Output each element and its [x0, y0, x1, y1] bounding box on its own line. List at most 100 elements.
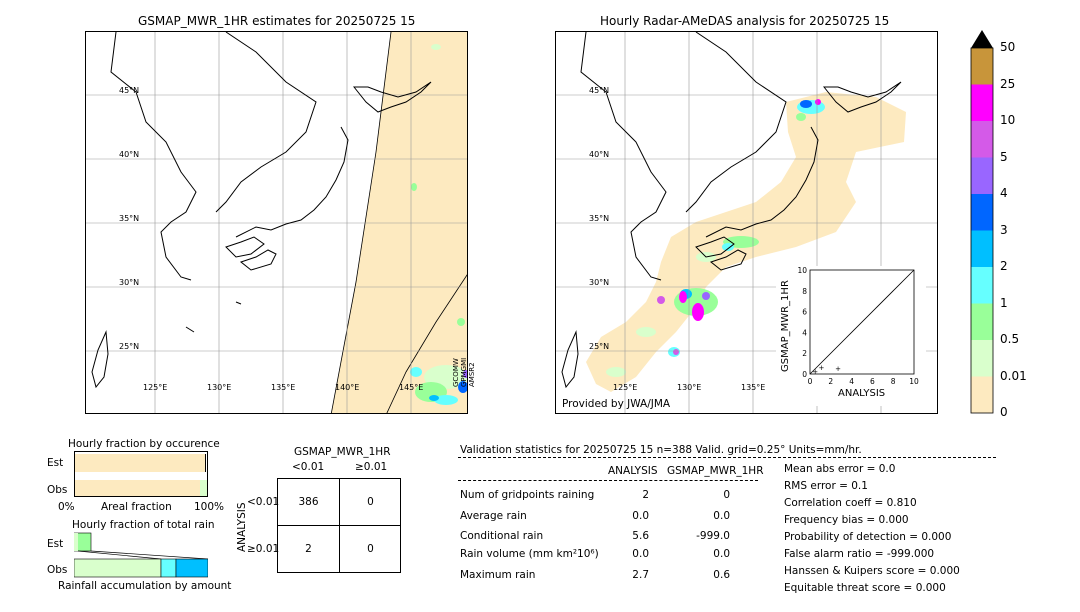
colorbar-label: 5	[1000, 149, 1008, 164]
total-chart	[73, 532, 209, 578]
cell-1-0: 2	[305, 543, 312, 555]
validation-row-analysis: 5.6	[632, 530, 649, 542]
colorbar-segment	[971, 376, 993, 413]
validation-dashed-line	[458, 457, 996, 458]
scatter-point: +	[812, 368, 818, 376]
colorbar-border	[970, 47, 994, 414]
left-map-canvas: 45°N 40°N 35°N 30°N 25°N 125°E 130°E 135…	[86, 32, 467, 413]
occ-row-obs: Obs	[47, 484, 68, 496]
validation-col-dashed	[458, 480, 758, 481]
cell-1-1: 0	[367, 543, 374, 555]
validation-score: Correlation coeff = 0.810	[784, 497, 917, 509]
colorbar-label: 50	[1000, 40, 1016, 54]
fraction-total-title: Hourly fraction of total rain	[72, 519, 215, 531]
validation-score: Frequency bias = 0.000	[784, 514, 909, 526]
inset-xlabel: ANALYSIS	[838, 388, 886, 399]
left-lat-label-25: 25°N	[119, 342, 139, 351]
left-lat-label-30: 30°N	[119, 278, 139, 287]
colorbar-label: 0	[1000, 405, 1008, 419]
right-lat-label-25: 25°N	[589, 342, 609, 351]
scatter-ytick: 10	[797, 266, 807, 275]
cell-0-1: 0	[367, 496, 374, 508]
right-lat-label-40: 40°N	[589, 150, 609, 159]
validation-score: Equitable threat score = 0.000	[784, 582, 946, 594]
left-lon-label-135: 135°E	[271, 383, 295, 392]
right-map: 45°N 40°N 35°N 30°N 25°N 125°E 130°E 135…	[555, 31, 938, 414]
occ-axis-right: 100%	[194, 501, 225, 513]
left-lon-label-130: 130°E	[207, 383, 231, 392]
validation-row-label: Average rain	[460, 510, 527, 522]
validation-score: Mean abs error = 0.0	[784, 463, 896, 475]
occ-chart	[74, 451, 208, 497]
validation-row-label: Num of gridpoints raining	[460, 489, 595, 501]
validation-row-label: Maximum rain	[460, 569, 536, 581]
colorbar-segment	[971, 84, 993, 121]
colorbar-canvas	[970, 30, 994, 414]
validation-score: RMS error = 0.1	[784, 480, 868, 492]
validation-col-analysis: ANALYSIS	[608, 465, 658, 477]
right-map-canvas: 45°N 40°N 35°N 30°N 25°N 125°E 130°E 135…	[556, 32, 937, 413]
validation-col-gsmap: GSMAP_MWR_1HR	[667, 465, 764, 477]
inset-scatter: 0 2 4 6 8 10 0 2 4 6 8 10 + + + ANALYSIS GSMAP_MWR_1H…	[776, 266, 926, 406]
validation-header: Validation statistics for 20250725 15 n=…	[460, 444, 862, 456]
occ-obs-rest	[199, 480, 207, 496]
validation-row-gsmap: 0	[723, 489, 730, 501]
contingency-col-2: ≥0.01	[355, 461, 388, 473]
validation-row-gsmap: 0.0	[713, 510, 730, 522]
colorbar-segment	[971, 303, 993, 340]
right-lon-label-135: 135°E	[741, 383, 765, 392]
scatter-xtick: 0	[808, 377, 813, 386]
colorbar-segment	[971, 267, 993, 304]
scatter-ytick: 2	[802, 349, 807, 358]
total-footer: Rainfall accumulation by amount	[58, 580, 232, 592]
left-sat-labels: GCOMW GPMGMI AMSR2	[452, 358, 492, 415]
validation-row-analysis: 0.0	[632, 510, 649, 522]
scatter-point: +	[835, 365, 841, 373]
contingency-row-1: <0.01	[247, 496, 280, 508]
validation-row-analysis: 0.0	[632, 548, 649, 560]
cell-0-0: 386	[298, 496, 319, 508]
radar-credit: Provided by JWA/JMA	[562, 398, 671, 410]
colorbar-segment	[971, 230, 993, 267]
left-lon-label-145: 145°E	[399, 383, 423, 392]
right-lat-label-45: 45°N	[589, 86, 609, 95]
right-map-title: Hourly Radar-AMeDAS analysis for 2025072…	[600, 14, 890, 28]
validation-row-gsmap: 0.0	[713, 548, 730, 560]
inset-ylabel: GSMAP_MWR_1HR	[780, 280, 791, 372]
colorbar-segment	[971, 121, 993, 158]
sat-label-gcomw: GCOMW	[452, 358, 460, 387]
validation-row-analysis: 2.7	[632, 569, 649, 581]
validation-score: Probability of detection = 0.000	[784, 531, 952, 543]
colorbar-label: 25	[1000, 76, 1016, 91]
scatter-xtick: 10	[909, 377, 919, 386]
left-lon-label-125: 125°E	[143, 383, 167, 392]
colorbar-label: 10	[1000, 113, 1016, 127]
colorbar-label: 4	[1000, 186, 1008, 200]
colorbar-segment	[971, 157, 993, 194]
validation-row-gsmap: -999.0	[696, 530, 730, 542]
colorbar-segment	[971, 340, 993, 377]
colorbar-label: 1	[1000, 295, 1008, 310]
total-row-est: Est	[47, 538, 64, 550]
scatter-ytick: 0	[802, 370, 807, 379]
contingency-grid: 386 0 2 0	[277, 478, 401, 573]
validation-row-label: Conditional rain	[460, 530, 544, 542]
contingency-row-2: ≥0.01	[247, 543, 280, 555]
colorbar-label: 2	[1000, 259, 1008, 273]
right-lat-label-35: 35°N	[589, 214, 609, 223]
occ-obs-bar	[75, 480, 200, 496]
scatter-xtick: 2	[828, 377, 833, 386]
total-row-obs: Obs	[47, 564, 68, 576]
left-lat-label-35: 35°N	[119, 214, 139, 223]
scatter-xtick: 4	[849, 377, 854, 386]
occ-axis-mid: Areal fraction	[101, 501, 172, 513]
colorbar-segment	[971, 48, 993, 85]
validation-row-gsmap: 0.6	[713, 569, 730, 581]
sat-label-gpmgmi: GPMGMI	[460, 357, 468, 387]
colorbar-label: 0.01	[1000, 368, 1027, 383]
right-lon-label-125: 125°E	[613, 383, 637, 392]
colorbar: 50 25 10 5 4 3 2 1 0.5 0.01 0	[970, 28, 1070, 420]
scatter-ytick: 8	[802, 287, 807, 296]
left-map-title: GSMAP_MWR_1HR estimates for 20250725 15	[138, 14, 416, 28]
